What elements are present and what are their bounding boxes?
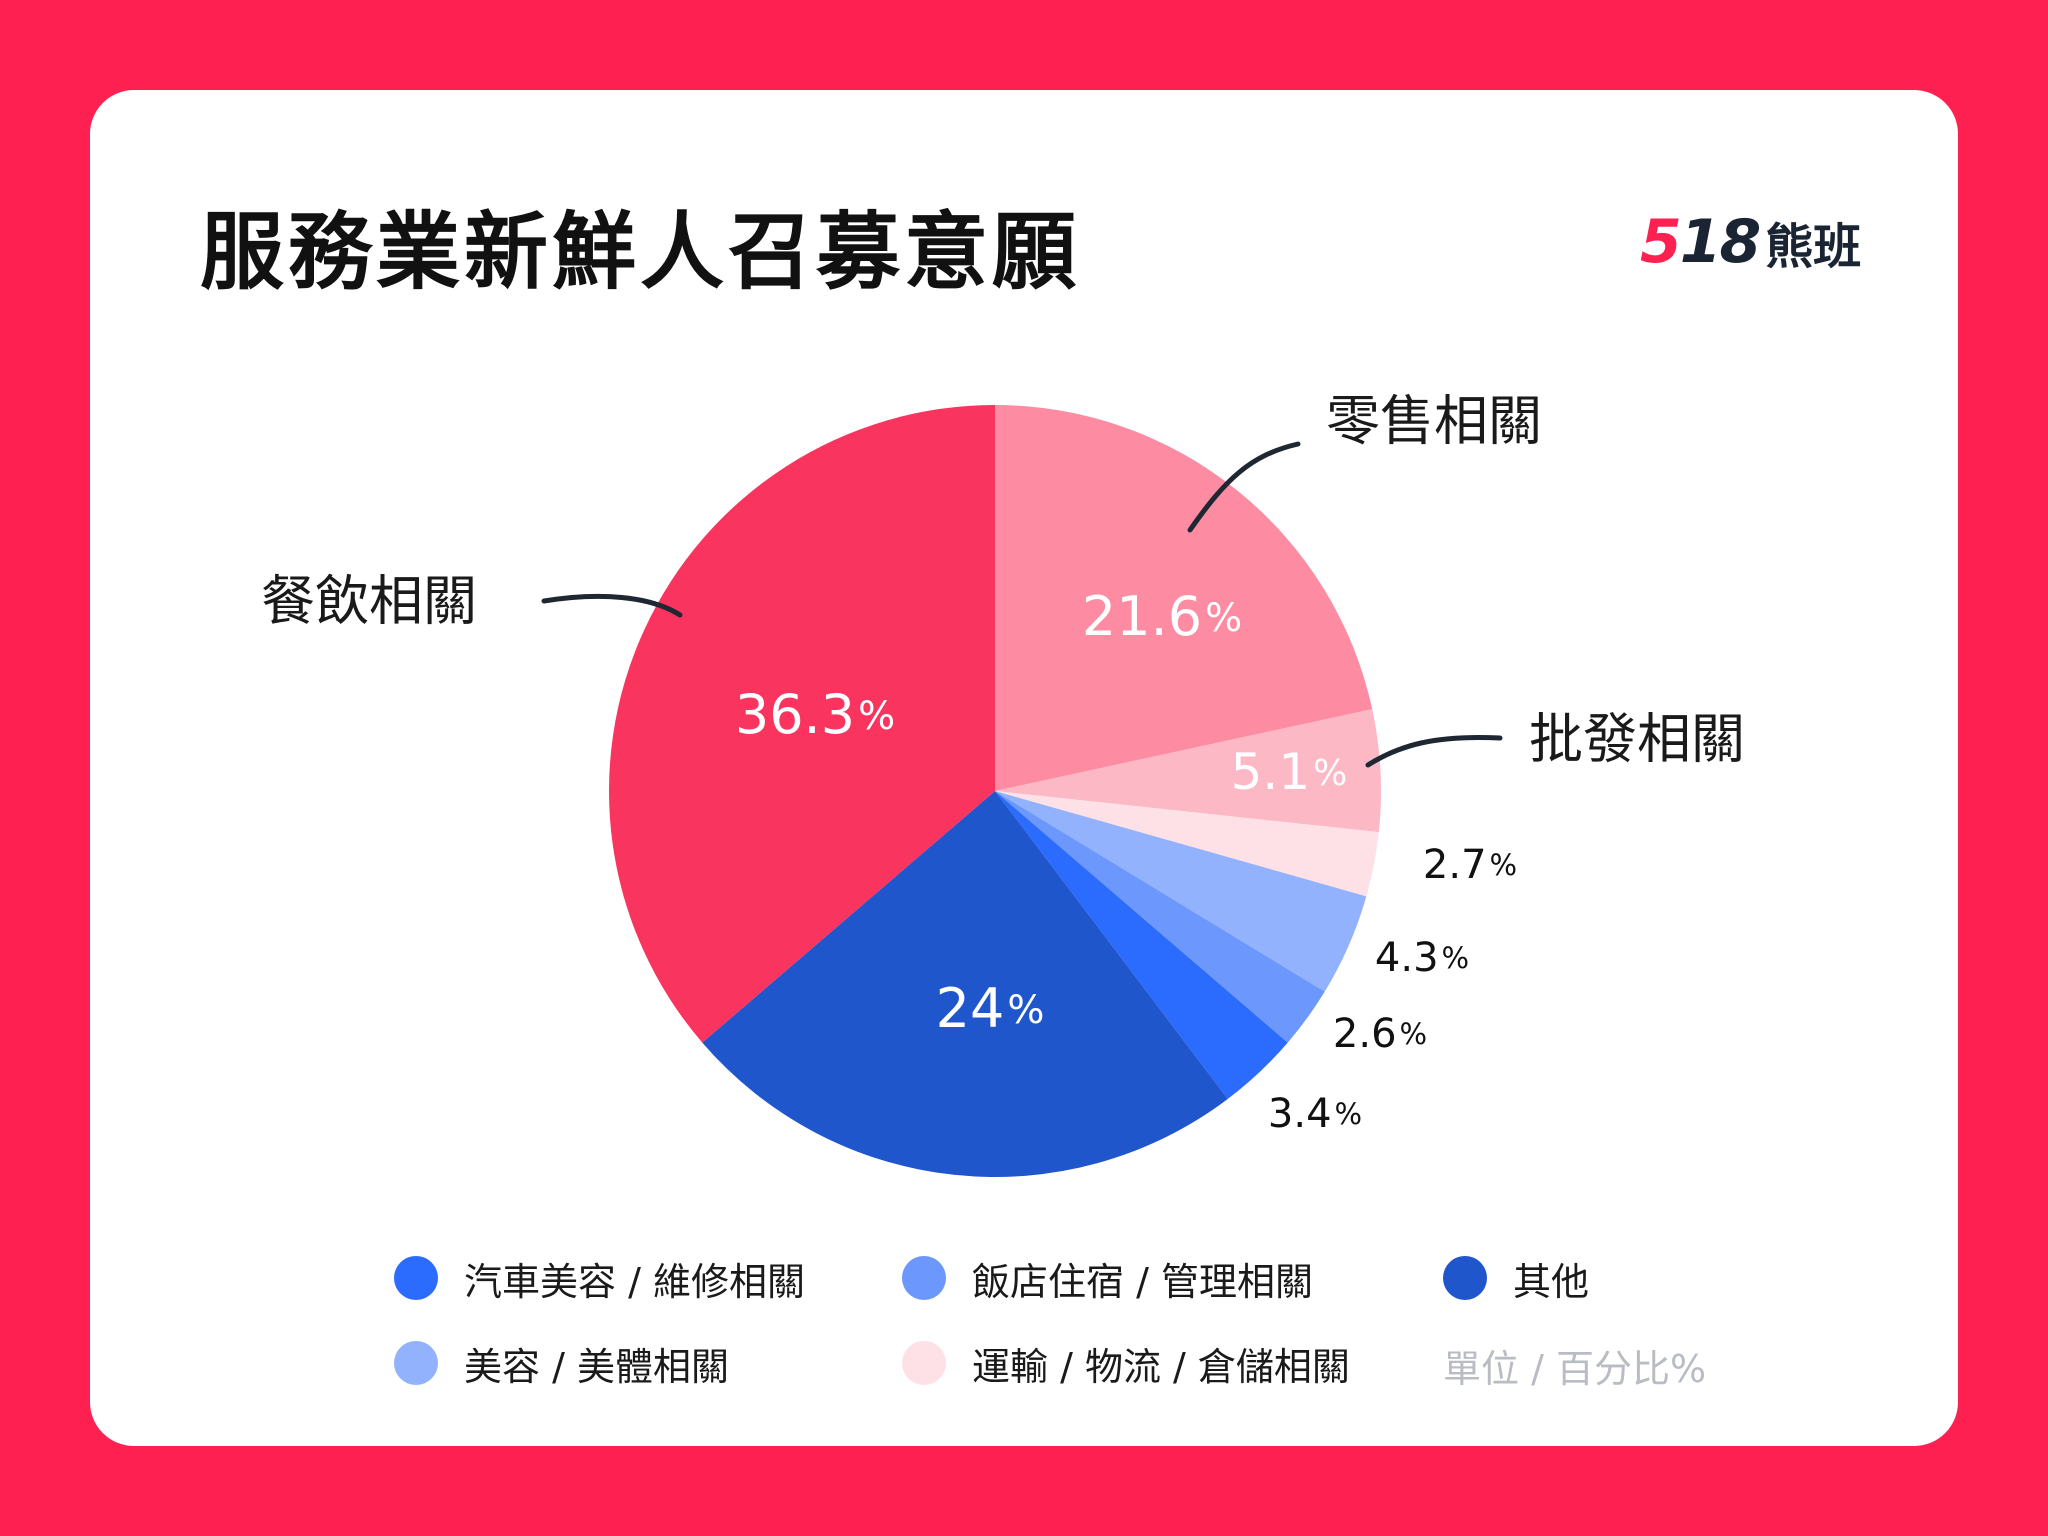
callout-line: [1187, 441, 1301, 533]
logo-first-digit: 5: [1640, 207, 1682, 277]
brand-logo: 518 熊班: [1640, 207, 1861, 277]
legend-swatch: [394, 1256, 438, 1300]
pie-slice: [995, 791, 1288, 1099]
legend-item-other: 其他: [1443, 1253, 1590, 1304]
pie-slice: [995, 791, 1367, 992]
legend-swatch: [394, 1341, 438, 1385]
unit-note: 單位 / 百分比%: [1443, 1347, 1707, 1391]
logo-number: 518: [1640, 207, 1761, 277]
legend-label: 飯店住宿 / 管理相關: [972, 1259, 1313, 1304]
slice-value-label: 5.1%: [1231, 743, 1348, 801]
slice-value-label: 2.7%: [1423, 842, 1517, 888]
pie-slice: [995, 791, 1379, 897]
legend-label: 運輸 / 物流 / 倉儲相關: [972, 1344, 1350, 1389]
pie-slice: [608, 405, 995, 1043]
slice-value-label: 24%: [936, 977, 1045, 1040]
logo-rest-digits: 18: [1679, 207, 1761, 277]
pie-slice: [995, 709, 1382, 833]
legend-item-auto-repair: 汽車美容 / 維修相關: [394, 1253, 805, 1304]
slice-value-label: 3.4%: [1268, 1091, 1362, 1137]
category-callout-label: 餐飲相關: [261, 570, 477, 633]
pie-slice: [702, 791, 1228, 1178]
legend-label: 美容 / 美體相關: [464, 1344, 729, 1389]
category-callout-label: 零售相關: [1326, 390, 1542, 453]
slice-value-label: 21.6%: [1082, 585, 1242, 648]
legend-swatch: [902, 1341, 946, 1385]
slice-value-label: 36.3%: [735, 683, 895, 746]
legend-swatch: [902, 1256, 946, 1300]
legend-swatch: [1443, 1256, 1487, 1300]
callout-line: [1365, 735, 1503, 768]
legend-item-beauty: 美容 / 美體相關: [394, 1338, 729, 1389]
legend-label: 汽車美容 / 維修相關: [464, 1259, 805, 1304]
logo-name: 熊班: [1765, 219, 1862, 275]
legend-item-hotel: 飯店住宿 / 管理相關: [902, 1253, 1313, 1304]
page-title: 服務業新鮮人召募意願: [200, 203, 1081, 301]
legend-item-logistics: 運輸 / 物流 / 倉儲相關: [902, 1338, 1350, 1389]
category-callout-label: 批發相關: [1529, 708, 1745, 771]
slice-value-label: 4.3%: [1375, 935, 1469, 981]
pie-slice: [995, 405, 1373, 791]
pie-slice: [995, 791, 1325, 1043]
callout-line: [541, 593, 683, 618]
legend-label: 其他: [1513, 1259, 1590, 1304]
slice-value-label: 2.6%: [1333, 1011, 1427, 1057]
